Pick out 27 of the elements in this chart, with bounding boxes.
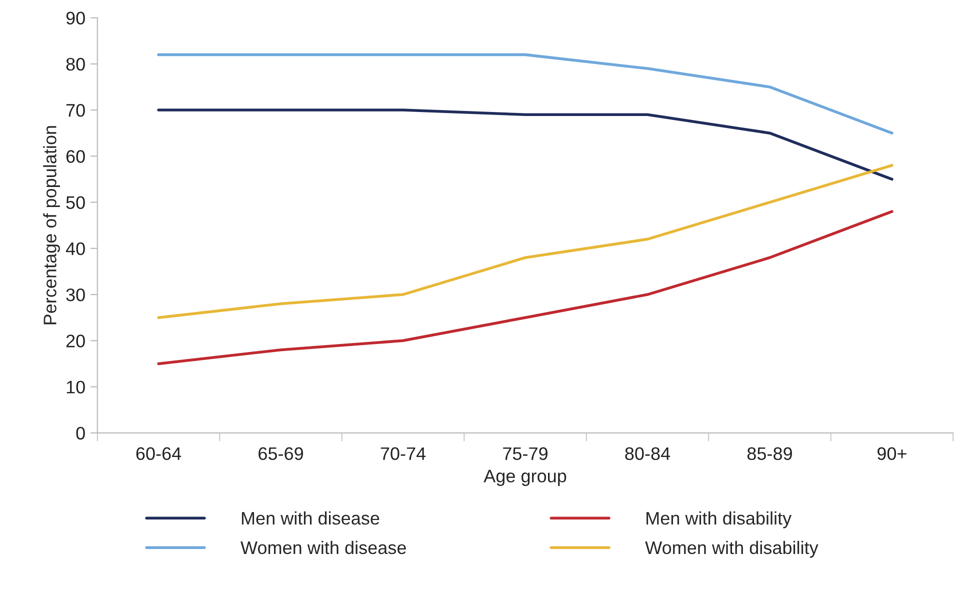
- y-tick-label: 30: [66, 288, 85, 302]
- x-tick-label: 60-64: [136, 447, 182, 460]
- y-tick-label: 0: [76, 426, 85, 440]
- y-tick-label: 50: [66, 196, 85, 209]
- y-tick-label: 10: [66, 380, 85, 394]
- y-tick-label: 20: [66, 334, 85, 348]
- line-series: [157, 108, 894, 181]
- y-tick-label: 90: [66, 12, 85, 25]
- line-series: [157, 210, 894, 366]
- y-tick-label: 40: [66, 242, 85, 256]
- y-tick-label: 80: [66, 58, 85, 71]
- y-tick-label: 70: [66, 104, 85, 117]
- legend-label: Men with disease: [242, 511, 380, 525]
- x-tick-label: 70-74: [380, 447, 426, 460]
- x-tick-label: 80-84: [625, 447, 670, 460]
- legend-label: Women with disease: [240, 540, 406, 554]
- line-series: [157, 53, 894, 134]
- line-series: [157, 164, 894, 319]
- y-tick-label: 60: [66, 150, 85, 163]
- y-axis-title: Percentage of population: [43, 126, 60, 324]
- x-tick-label: 90+: [878, 447, 906, 460]
- x-tick-label: 75-79: [503, 447, 548, 460]
- x-axis-title: Age group: [484, 470, 566, 486]
- legend-label: Women with disability: [645, 540, 818, 558]
- x-tick-label: 85-89: [747, 447, 792, 460]
- x-tick-label: 65-69: [258, 447, 304, 460]
- legend-label: Men with disability: [646, 511, 792, 528]
